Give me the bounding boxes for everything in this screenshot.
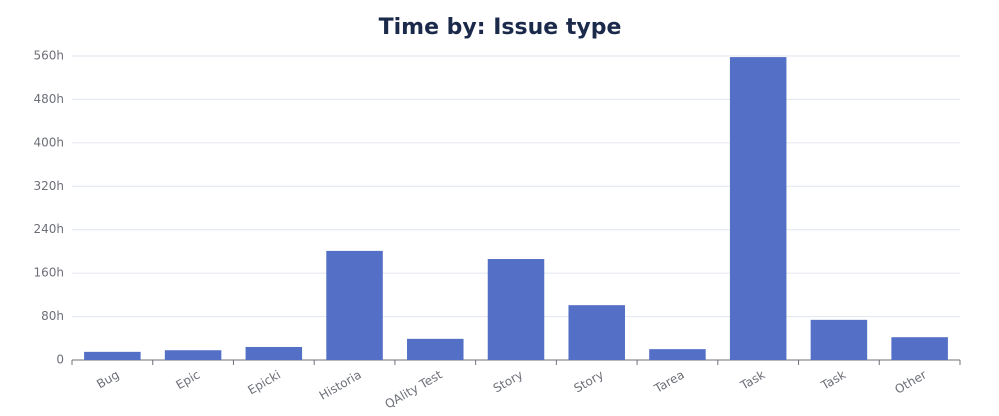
y-tick-label: 0 bbox=[56, 353, 64, 367]
chart-title: Time by: Issue type bbox=[379, 15, 622, 40]
bar bbox=[729, 57, 787, 360]
x-tick-label: Bug bbox=[94, 368, 121, 392]
bar bbox=[649, 349, 706, 360]
x-tick-label: Story bbox=[491, 368, 525, 396]
x-tick-label: Tarea bbox=[651, 368, 687, 397]
x-tick-label: Epicki bbox=[245, 368, 283, 398]
x-tick-label: QAlity Test bbox=[382, 367, 444, 411]
bar bbox=[84, 351, 141, 360]
bar bbox=[487, 259, 545, 360]
x-tick-label: Story bbox=[572, 368, 606, 396]
y-tick-label: 80h bbox=[41, 309, 64, 323]
y-tick-label: 320h bbox=[33, 179, 64, 193]
bar bbox=[245, 346, 303, 360]
y-tick-label: 240h bbox=[33, 222, 64, 236]
y-tick-label: 400h bbox=[33, 135, 64, 149]
y-tick-label: 160h bbox=[33, 266, 64, 280]
x-tick-label: Task bbox=[737, 367, 767, 393]
bar bbox=[407, 338, 464, 360]
bar bbox=[568, 305, 625, 360]
y-tick-label: 480h bbox=[33, 92, 64, 106]
bar bbox=[810, 319, 868, 360]
bar bbox=[891, 337, 948, 360]
x-tick-label: Epic bbox=[174, 368, 203, 393]
bar bbox=[164, 350, 222, 360]
y-tick-label: 560h bbox=[33, 49, 64, 63]
bar bbox=[326, 250, 383, 360]
x-tick-label: Other bbox=[892, 367, 929, 396]
x-tick-label: Task bbox=[818, 367, 848, 393]
x-tick-label: Historia bbox=[317, 368, 364, 403]
